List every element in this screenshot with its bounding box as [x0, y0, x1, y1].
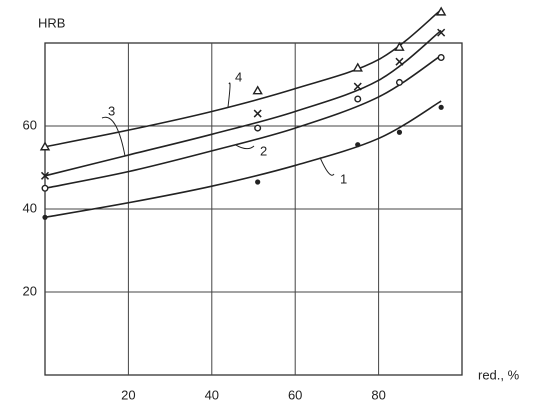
point	[353, 82, 362, 91]
y-tick-label: 40	[23, 200, 37, 215]
y-axis-label: HRB	[38, 15, 65, 30]
series-label: 2	[260, 143, 267, 158]
x-axis-label: red., %	[478, 367, 520, 382]
point	[39, 141, 51, 151]
point	[254, 124, 262, 132]
point	[437, 54, 445, 62]
point	[255, 179, 261, 185]
point	[396, 129, 403, 135]
point	[395, 57, 404, 66]
x-tick-label: 40	[205, 387, 219, 402]
point	[40, 171, 50, 180]
point	[252, 85, 263, 95]
point	[438, 104, 444, 110]
point	[42, 214, 48, 220]
label-leader	[234, 144, 255, 150]
curve	[44, 9, 442, 148]
x-tick-label: 80	[371, 387, 385, 402]
curve	[44, 100, 442, 219]
point	[355, 142, 361, 148]
label-leader	[227, 82, 231, 108]
x-tick-label: 20	[121, 387, 135, 402]
point	[354, 95, 362, 103]
series-label: 4	[235, 69, 242, 84]
point	[395, 78, 403, 86]
point	[394, 41, 405, 51]
point	[437, 28, 446, 37]
point	[253, 109, 262, 118]
series-label: 3	[108, 103, 115, 118]
curve	[44, 29, 442, 177]
series-label: 1	[340, 171, 347, 186]
label-leader	[101, 116, 126, 156]
point	[41, 184, 49, 192]
y-tick-label: 20	[23, 283, 37, 298]
y-tick-label: 60	[23, 117, 37, 132]
x-tick-label: 60	[288, 387, 302, 402]
point	[352, 62, 363, 72]
label-leader	[319, 157, 335, 176]
curve	[44, 54, 442, 190]
point	[435, 6, 447, 16]
